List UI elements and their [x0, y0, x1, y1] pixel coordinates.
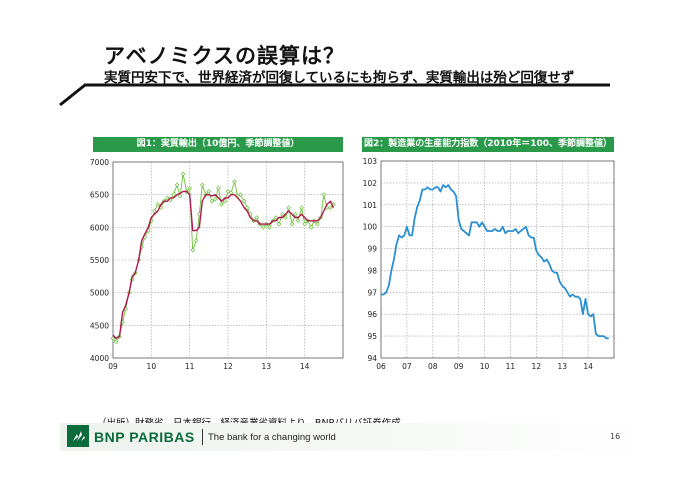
fig1-data-point: [299, 205, 304, 211]
fig1-data-point: [174, 182, 180, 188]
fig1-y-tick-label: 5000: [90, 289, 109, 298]
title-underline: [59, 83, 610, 107]
fig2-x-tick-label: 06: [376, 362, 386, 371]
fig1-data-point: [244, 205, 250, 211]
fig2-y-tick-label: 94: [367, 354, 377, 363]
fig1-data-point: [171, 192, 176, 197]
fig2-y-tick-label: 102: [363, 179, 378, 188]
fig2-y-tick-label: 95: [367, 332, 377, 341]
fig1-data-point: [165, 195, 170, 201]
fig1-data-point: [155, 202, 161, 207]
fig2-y-tick-label: 96: [367, 310, 377, 319]
fig2-x-tick-label: 09: [454, 362, 464, 371]
fig1-data-point: [225, 189, 231, 194]
fig1-data-point: [295, 218, 301, 224]
brand-name: BNP PARIBAS: [94, 429, 195, 445]
fig1-data-point: [273, 215, 279, 220]
fig1-data-point: [241, 198, 247, 204]
fig2-x-tick-label: 13: [557, 362, 567, 371]
fig1-data-point: [193, 238, 199, 243]
fig1-x-tick-label: 09: [108, 362, 118, 371]
fig1-data-point: [113, 339, 119, 344]
fig2-x-tick-label: 07: [402, 362, 412, 371]
fig2-x-tick-label: 10: [480, 362, 490, 371]
fig1-y-tick-label: 6500: [90, 191, 109, 200]
fig1-data-point: [308, 225, 314, 230]
brand-tagline: The bank for a changing world: [208, 432, 336, 443]
fig1-data-point: [321, 192, 327, 197]
fig1-data-point: [190, 247, 196, 253]
fig1-data-point: [267, 225, 272, 230]
brand-separator: [202, 429, 203, 445]
fig1-data-point: [286, 205, 291, 211]
fig1-y-tick-label: 4000: [90, 354, 109, 363]
fig1-x-tick-label: 12: [223, 362, 233, 371]
page-number: 16: [610, 432, 621, 441]
fig1-y-tick-label: 7000: [90, 158, 109, 167]
fig1-x-tick-label: 11: [185, 362, 195, 371]
fig1-x-tick-label: 10: [147, 362, 157, 371]
slide-title: アベノミクスの誤算は？: [104, 44, 345, 68]
fig1-data-point: [260, 225, 266, 230]
fig1-x-tick-label: 14: [300, 362, 310, 371]
fig1-trend-line: [112, 190, 335, 340]
fig2-x-tick-label: 12: [532, 362, 542, 371]
fig1-data-point: [254, 215, 260, 220]
fig2-x-tick-label: 14: [583, 362, 593, 371]
fig1-y-tick-label: 6000: [90, 223, 109, 232]
fig2-y-tick-label: 99: [367, 245, 377, 254]
bnp-logo-icon: [67, 425, 89, 447]
fig2-plot-frame: [380, 160, 615, 359]
fig1-data-point: [206, 189, 212, 194]
fig2-y-tick-label: 100: [363, 223, 378, 232]
fig1-data-point: [200, 182, 205, 188]
fig2-y-tick-label: 101: [363, 201, 378, 210]
fig1-data-point: [180, 171, 186, 177]
fig2-x-tick-label: 11: [506, 362, 516, 371]
fig2-y-tick-label: 103: [363, 157, 378, 166]
fig1-data-point: [280, 211, 285, 217]
fig1-x-tick-label: 13: [262, 362, 272, 371]
fig1-data-point: [110, 336, 116, 341]
fig1-data-point: [177, 193, 183, 199]
fig2-x-tick-label: 08: [428, 362, 438, 371]
fig1-data-point: [289, 221, 295, 227]
fig1-data-point: [283, 215, 288, 220]
fig1-data-point: [302, 221, 307, 227]
footer-band: [60, 423, 650, 451]
fig1-data-point: [315, 221, 320, 227]
fig1-data-point: [216, 185, 221, 191]
chart2-title: 図2：製造業の生産能力指数（2010年＝100、季節調整値）: [362, 137, 614, 152]
fig1-data-point: [219, 202, 224, 207]
fig1-data-point: [187, 185, 192, 191]
fig1-data-point: [213, 196, 218, 202]
fig1-data-point: [238, 192, 243, 197]
fig1-data-point: [222, 198, 228, 204]
fig1-data-point: [152, 208, 157, 214]
fig2-y-tick-label: 97: [367, 288, 377, 297]
fig1-data-point: [209, 198, 215, 204]
fig1-data-point: [276, 221, 282, 227]
fig2-y-tick-label: 98: [367, 266, 377, 275]
chart1-title: 図1：実質輸出（10億円、季節調整値）: [93, 137, 343, 152]
fig1-data-point: [232, 179, 237, 184]
slide-subtitle: 実質円安下で、世界経済が回復しているにも拘らず、実質輸出は殆ど回復せず: [104, 70, 575, 86]
fig1-y-tick-label: 5500: [90, 256, 109, 265]
fig1-data-point: [292, 211, 298, 217]
fig1-data-point: [328, 205, 333, 211]
fig1-y-tick-label: 4500: [90, 321, 109, 330]
fig2-capacity-line: [381, 184, 609, 340]
